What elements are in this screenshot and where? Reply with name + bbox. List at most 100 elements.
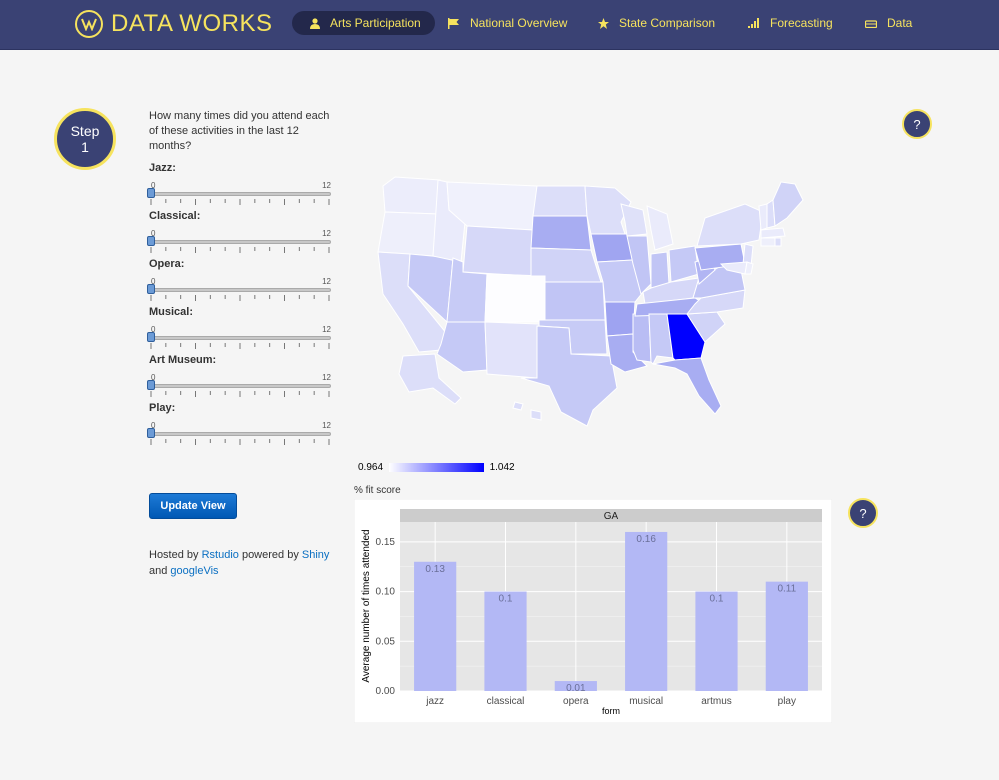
- state-ia[interactable]: [590, 233, 634, 263]
- bar-classical[interactable]: [484, 591, 527, 691]
- slider-track[interactable]: [149, 432, 331, 436]
- shiny-link[interactable]: Shiny: [301, 549, 330, 561]
- tab-state-comparison[interactable]: State Comparison: [598, 11, 715, 35]
- slider-handle[interactable]: [147, 428, 155, 438]
- x-tick-label: jazz: [425, 696, 444, 707]
- slider-track[interactable]: [149, 384, 331, 388]
- tab-label: Forecasting: [770, 16, 833, 30]
- tab-national-overview[interactable]: National Overview: [448, 11, 567, 35]
- slider-jazz[interactable]: 0 12: [147, 181, 331, 211]
- googlevis-link[interactable]: googleVis: [170, 565, 219, 577]
- slider-play[interactable]: 0 12: [147, 421, 331, 451]
- facet-strip: [400, 509, 822, 522]
- slider-track[interactable]: [149, 192, 331, 196]
- x-tick-label: opera: [563, 696, 589, 707]
- state-wy[interactable]: [462, 225, 534, 277]
- state-co[interactable]: [484, 273, 546, 323]
- tab-forecasting[interactable]: Forecasting: [748, 11, 833, 35]
- update-view-button[interactable]: Update View: [149, 493, 237, 519]
- state-wa[interactable]: [382, 176, 441, 215]
- tab-arts-participation[interactable]: Arts Participation: [292, 11, 435, 35]
- state-ak[interactable]: [398, 353, 462, 405]
- slider-musical[interactable]: 0 12: [147, 325, 331, 355]
- help-button-map[interactable]: ?: [902, 109, 932, 139]
- state-in[interactable]: [650, 251, 670, 289]
- state-mn[interactable]: [584, 185, 632, 235]
- x-tick-label: play: [778, 696, 796, 707]
- hosted-text: powered by: [238, 549, 302, 561]
- state-de[interactable]: [744, 261, 754, 275]
- state-ar[interactable]: [604, 301, 636, 337]
- slider-art-museum[interactable]: 0 12: [147, 373, 331, 403]
- slider-max: 12: [322, 277, 331, 286]
- state-or[interactable]: [377, 211, 439, 257]
- state-ks[interactable]: [544, 281, 606, 321]
- step-badge: Step 1: [54, 108, 116, 170]
- slider-track[interactable]: [149, 240, 331, 244]
- slider-label-jazz: Jazz:: [149, 162, 176, 174]
- slider-ticks: [150, 295, 330, 301]
- slider-max: 12: [322, 229, 331, 238]
- slider-handle[interactable]: [147, 284, 155, 294]
- bar-value-label: 0.1: [710, 594, 724, 605]
- state-ri[interactable]: [774, 237, 782, 247]
- rstudio-link[interactable]: Rstudio: [201, 549, 239, 561]
- slider-handle[interactable]: [147, 380, 155, 390]
- x-tick-label: musical: [629, 696, 663, 707]
- bar-jazz[interactable]: [414, 561, 457, 691]
- state-nd[interactable]: [532, 185, 588, 217]
- slider-handle[interactable]: [147, 332, 155, 342]
- state-nm[interactable]: [484, 321, 540, 379]
- slider-max: 12: [322, 373, 331, 382]
- y-tick-label: 0.05: [376, 636, 396, 647]
- state-fl[interactable]: [652, 357, 722, 415]
- us-choropleth-map[interactable]: [375, 174, 815, 429]
- slider-min: 0: [151, 181, 156, 190]
- slider-handle[interactable]: [147, 188, 155, 198]
- y-tick-label: 0.00: [376, 686, 396, 697]
- question-icon: ?: [859, 505, 867, 521]
- brand[interactable]: DATA WORKS: [75, 7, 272, 41]
- state-me[interactable]: [772, 181, 804, 227]
- bar-play[interactable]: [765, 581, 808, 691]
- state-sd[interactable]: [530, 215, 592, 251]
- fit-score-caption: % fit score: [354, 485, 401, 496]
- x-tick-label: classical: [487, 696, 525, 707]
- step-label: Step 1: [70, 123, 100, 155]
- state-ct[interactable]: [760, 237, 776, 247]
- slider-min: 0: [151, 277, 156, 286]
- slider-handle[interactable]: [147, 236, 155, 246]
- state-il[interactable]: [626, 235, 652, 295]
- bar-opera[interactable]: [554, 681, 597, 691]
- state-ms[interactable]: [632, 313, 652, 363]
- tab-label: State Comparison: [619, 16, 716, 30]
- slider-opera[interactable]: 0 12: [147, 277, 331, 307]
- state-hi[interactable]: [512, 401, 542, 421]
- y-axis-label: Average number of times attended: [361, 529, 372, 682]
- bar-chart: GA 0.13 0.1 0.01 0.16 0.1 0.11 0.00 0.05 0.10 0.…: [354, 499, 832, 723]
- hosted-text: Hosted by: [149, 549, 202, 561]
- slider-track[interactable]: [149, 336, 331, 340]
- state-oh[interactable]: [668, 245, 700, 283]
- state-ny[interactable]: [696, 203, 764, 247]
- state-tx[interactable]: [520, 325, 618, 427]
- state-wi[interactable]: [620, 203, 648, 237]
- bar-musical[interactable]: [625, 531, 668, 691]
- slider-label-opera: Opera:: [149, 258, 185, 270]
- hosted-by-text: Hosted by Rstudio powered by Shiny and g…: [149, 547, 349, 579]
- slider-track[interactable]: [149, 288, 331, 292]
- help-button-chart[interactable]: ?: [848, 498, 878, 528]
- facet-title: GA: [604, 511, 619, 522]
- slider-label-art-museum: Art Museum:: [149, 354, 217, 366]
- slider-classical[interactable]: 0 12: [147, 229, 331, 259]
- slider-max: 12: [322, 325, 331, 334]
- state-az[interactable]: [436, 321, 488, 373]
- state-vt[interactable]: [758, 203, 768, 231]
- state-ma[interactable]: [760, 227, 786, 239]
- bar-value-label: 0.16: [636, 534, 656, 545]
- state-mi[interactable]: [646, 205, 674, 251]
- slider-ticks: [150, 391, 330, 397]
- slider-ticks: [150, 439, 330, 445]
- tab-data[interactable]: Data: [865, 11, 912, 35]
- bar-artmus[interactable]: [695, 591, 738, 691]
